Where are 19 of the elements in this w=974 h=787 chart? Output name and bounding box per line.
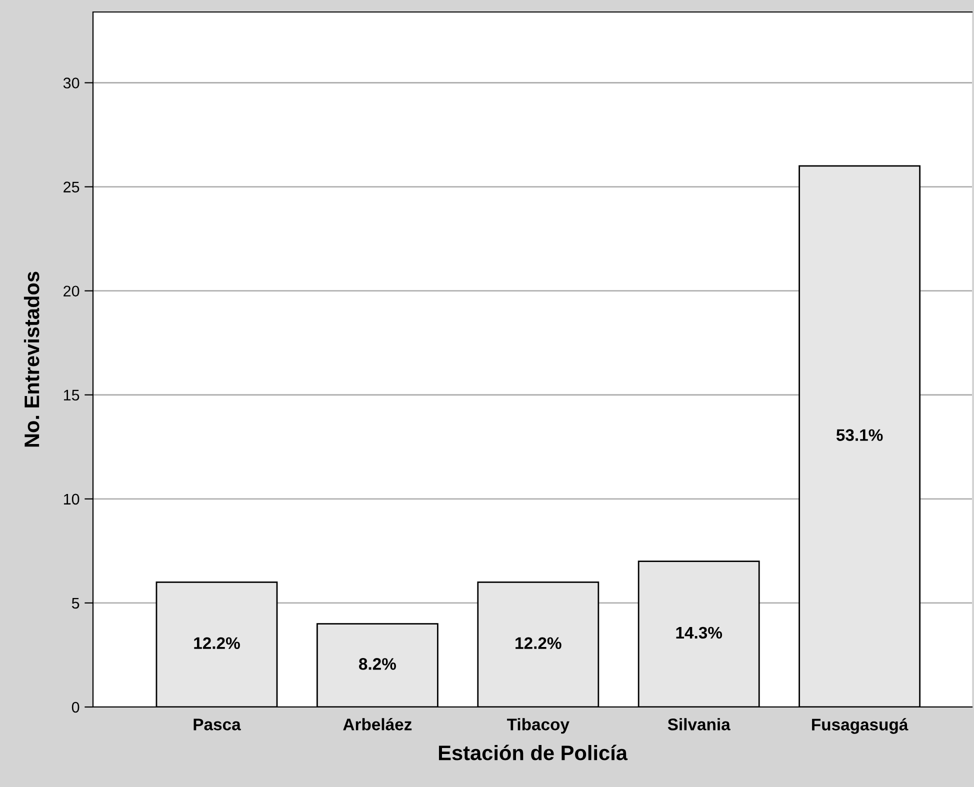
x-axis-title: Estación de Policía bbox=[438, 744, 628, 760]
y-tick-label: 25 bbox=[64, 182, 80, 192]
x-tick-label: Arbeláez bbox=[343, 718, 412, 730]
x-tick-label: Tibacoy bbox=[506, 718, 570, 734]
x-tick-label: Pasca bbox=[194, 718, 241, 730]
y-tick-label: 20 bbox=[64, 286, 80, 297]
annotation: 53.1% bbox=[836, 429, 883, 441]
y-tick-label: 5 bbox=[72, 598, 80, 609]
x-tick-label: Silvania bbox=[668, 718, 730, 730]
annotation: 8.2% bbox=[358, 658, 396, 670]
y-tick-label: 0 bbox=[72, 702, 80, 713]
y-tick-label: 15 bbox=[64, 390, 80, 401]
annotation: 14.3% bbox=[676, 626, 722, 639]
x-tick-label: Fusagasugá bbox=[812, 718, 908, 734]
annotation: 12.2% bbox=[194, 637, 240, 650]
y-axis-title: No. Entrevistados bbox=[24, 272, 40, 447]
annotation: 12.2% bbox=[516, 637, 562, 650]
y-tick-label: 30 bbox=[63, 78, 80, 88]
y-tick-label: 10 bbox=[64, 494, 80, 505]
